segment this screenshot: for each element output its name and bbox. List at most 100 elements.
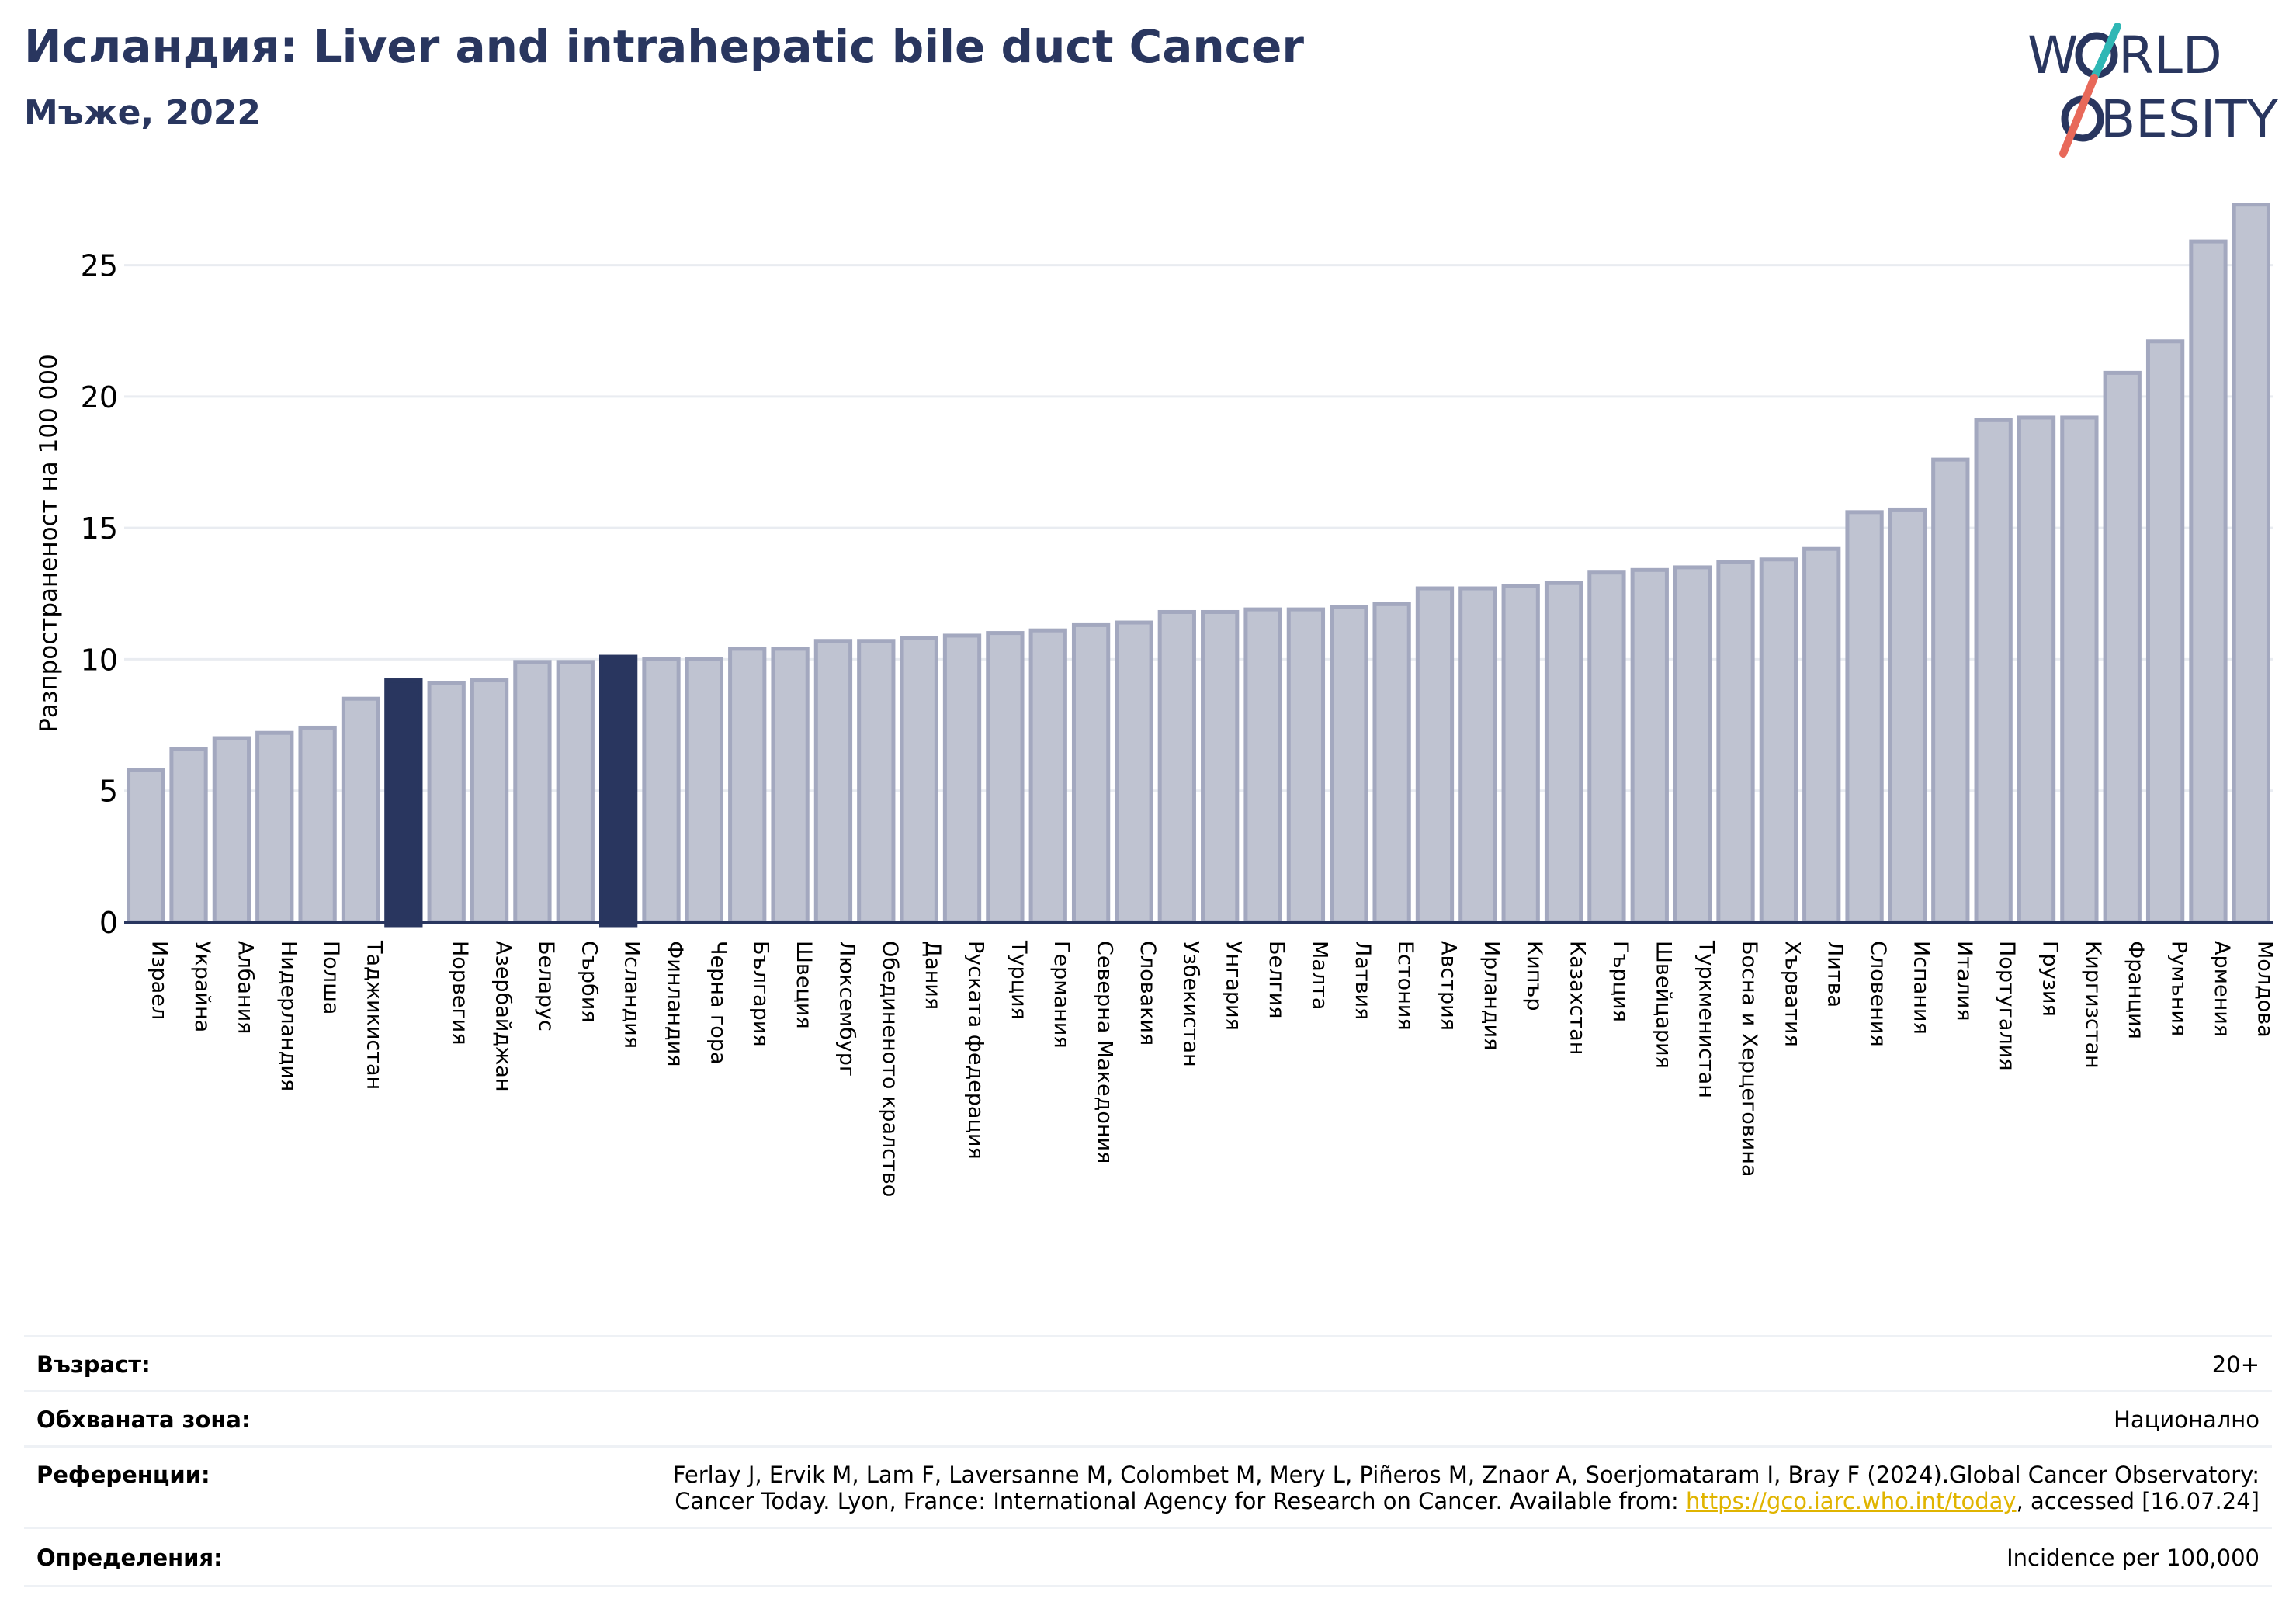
- info-row-area: Обхваната зона: Национално: [24, 1390, 2272, 1445]
- chart-title: Исландия: Liver and intrahepatic bile du…: [24, 20, 1304, 73]
- x-tick-label: Малта: [1307, 941, 1331, 1010]
- references-link[interactable]: https://gco.iarc.who.int/today: [1685, 1488, 2017, 1514]
- x-tick-label: Австрия: [1436, 941, 1460, 1031]
- x-tick-label: Армения: [2210, 941, 2234, 1037]
- logo-slash-top: [2090, 23, 2121, 81]
- x-tick-label: Испания: [1909, 941, 1933, 1035]
- x-tick-label: Молдова: [2253, 941, 2277, 1038]
- definitions-label: Определения:: [36, 1545, 223, 1571]
- logo-text-world: W RLD: [2027, 26, 2222, 85]
- x-tick-label: Словакия: [1136, 941, 1160, 1046]
- age-label: Възраст:: [36, 1351, 151, 1378]
- bar: [1028, 628, 1067, 924]
- x-tick-label: Люксембург: [834, 941, 858, 1077]
- x-tick-label: Швеция: [792, 941, 816, 1029]
- bar: [685, 657, 724, 924]
- x-tick-label: Казахстан: [1566, 941, 1590, 1055]
- bar: [728, 647, 767, 924]
- x-tick-label: Албания: [233, 941, 257, 1034]
- bar: [1071, 622, 1111, 924]
- bar: [1630, 567, 1669, 924]
- x-tick-label: Латвия: [1351, 941, 1375, 1020]
- x-axis-labels: Израел Украйна Албания Нидерландия Полша Тадж…: [147, 940, 2277, 1197]
- logo-slash-bottom: [2059, 74, 2098, 158]
- bar: [1157, 609, 1196, 924]
- bar: [1673, 565, 1712, 924]
- bars: [127, 203, 2270, 928]
- bar: [2189, 239, 2228, 924]
- x-tick-label: Беларус: [534, 941, 558, 1032]
- y-tick-label: 15: [81, 512, 118, 546]
- bar: [857, 639, 896, 924]
- x-tick-label: Таджикистан: [362, 940, 386, 1090]
- bar: [1587, 570, 1626, 924]
- y-tick-label: 25: [81, 249, 118, 283]
- bar: [255, 730, 294, 924]
- bar: [1759, 557, 1798, 924]
- x-tick-label: Финландия: [663, 941, 687, 1066]
- bar: [127, 768, 165, 924]
- bar: [1716, 560, 1755, 924]
- x-tick-label: Северна Македония: [1093, 941, 1117, 1163]
- x-tick-label: Азербайджан: [491, 941, 515, 1092]
- x-tick-label: Белгия: [1264, 941, 1288, 1018]
- bar: [813, 639, 853, 924]
- references-line-2-text: Cancer Today. Lyon, France: Internationa…: [675, 1488, 1686, 1514]
- bar: [427, 681, 466, 924]
- bar: [1458, 586, 1497, 924]
- x-tick-label: Словения: [1866, 941, 1890, 1047]
- bar: [1888, 507, 1927, 924]
- x-tick-label: Дания: [921, 941, 945, 1010]
- definitions-value: Incidence per 100,000: [2006, 1545, 2260, 1571]
- bar: [1286, 607, 1326, 924]
- x-tick-label: Сърбия: [577, 941, 601, 1023]
- x-tick-label: Турция: [1007, 940, 1031, 1020]
- bar: [470, 678, 509, 924]
- bar: [298, 725, 337, 924]
- x-tick-label: Швейцария: [1651, 941, 1675, 1069]
- x-tick-label: Норвегия: [448, 941, 472, 1045]
- x-tick-label: Хърватия: [1780, 941, 1804, 1047]
- bar: [2103, 370, 2142, 924]
- bar: [2060, 415, 2099, 924]
- logo-text-obesity: BESITY: [2100, 89, 2279, 149]
- bar: [384, 678, 423, 928]
- x-tick-label: Унгария: [1222, 941, 1246, 1031]
- x-tick-label: Исландия: [620, 941, 644, 1049]
- x-tick-label: Естония: [1393, 941, 1417, 1031]
- references-line-2: Cancer Today. Lyon, France: Internationa…: [673, 1488, 2260, 1514]
- bar: [169, 747, 208, 924]
- info-row-references: Референции: Ferlay J, Ervik M, Lam F, La…: [24, 1445, 2272, 1527]
- x-tick-label: Туркменистан: [1694, 940, 1719, 1098]
- bar: [900, 636, 938, 924]
- bar: [556, 660, 595, 924]
- x-tick-label: Нидерландия: [276, 941, 300, 1091]
- bar: [1243, 607, 1282, 924]
- bar: [1330, 605, 1368, 924]
- info-table: Възраст: 20+ Обхваната зона: Национално …: [24, 1335, 2272, 1587]
- bar: [942, 633, 982, 924]
- bar: [1201, 609, 1240, 924]
- info-row-age: Възраст: 20+: [24, 1335, 2272, 1390]
- bar: [1802, 546, 1841, 924]
- bar: [2232, 203, 2270, 924]
- y-axis-ticks: 0 5 10 15 20 25: [81, 249, 118, 940]
- x-tick-label: Полша: [319, 941, 343, 1014]
- bar: [1415, 586, 1455, 924]
- x-tick-label: България: [749, 941, 773, 1047]
- x-tick-label: Гърция: [1608, 941, 1632, 1022]
- bar: [212, 736, 251, 924]
- bar: [1931, 457, 1970, 924]
- age-value: 20+: [2211, 1351, 2260, 1378]
- area-label: Обхваната зона:: [36, 1406, 251, 1433]
- x-tick-label: Черна гора: [706, 941, 730, 1064]
- bar: [1974, 418, 2013, 924]
- references-line-1: Ferlay J, Ervik M, Lam F, Laversanne M, …: [672, 1462, 2260, 1488]
- x-tick-label: Руската федерация: [964, 941, 988, 1160]
- x-tick-label: Обединеното кралство: [878, 941, 902, 1197]
- x-tick-label: Израел: [147, 941, 172, 1020]
- x-tick-label: Узбекистан: [1178, 941, 1202, 1067]
- x-tick-label: Босна и Херцеговина: [1737, 941, 1761, 1177]
- x-tick-label: Португалия: [1995, 941, 2019, 1070]
- x-tick-label: Италия: [1952, 941, 1976, 1021]
